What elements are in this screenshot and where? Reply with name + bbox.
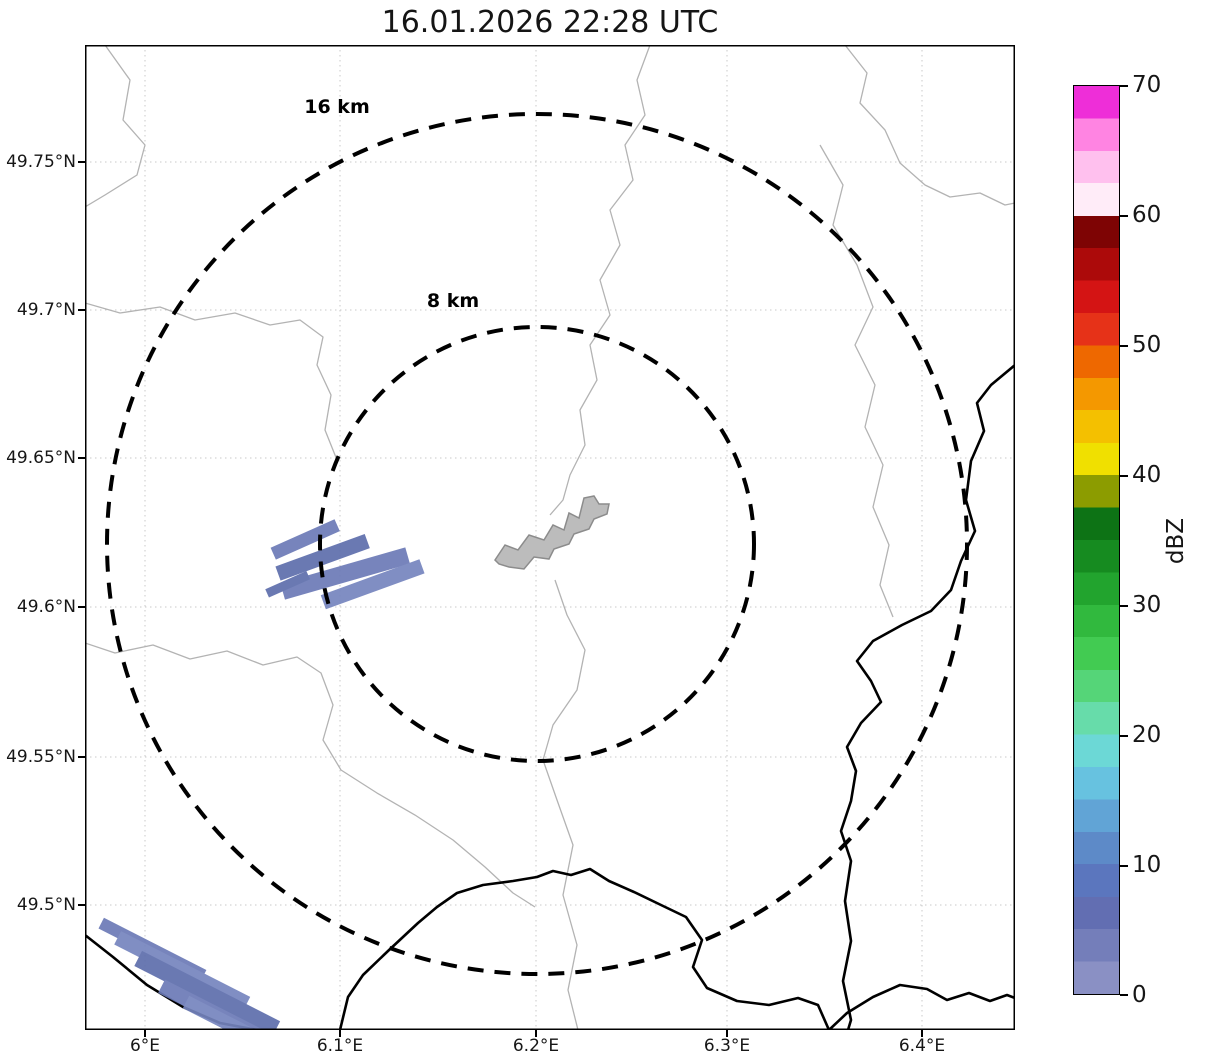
x-tick (535, 1030, 537, 1037)
river (542, 579, 586, 1030)
x-tick (726, 1030, 728, 1037)
y-tick-label: 49.6°N (16, 597, 76, 617)
range-ring-8km-label: 8 km (427, 290, 479, 312)
colorbar-tick-label: 50 (1132, 332, 1162, 358)
y-tick-label: 49.75°N (6, 152, 76, 172)
country-border (839, 364, 1015, 1030)
country-border (828, 983, 1015, 1030)
colorbar-tick (1120, 215, 1128, 217)
colorbar-tick (1120, 735, 1128, 737)
y-tick (78, 457, 85, 459)
colorbar-tick-label: 70 (1132, 72, 1162, 98)
range-ring-16km (105, 112, 969, 976)
country-border (338, 867, 831, 1030)
river (85, 302, 338, 461)
y-tick (78, 756, 85, 758)
colorbar-tick-label: 0 (1132, 982, 1147, 1008)
river (819, 144, 894, 618)
radar-echoes (98, 519, 425, 1030)
colorbar-gradient (1073, 85, 1120, 995)
river-lines (85, 45, 1015, 1030)
colorbar-tick (1120, 605, 1128, 607)
range-ring-8km (318, 325, 756, 763)
colorbar-tick (1120, 865, 1128, 867)
colorbar-tick (1120, 85, 1128, 87)
colorbar-tick-label: 40 (1132, 462, 1162, 488)
colorbar-tick (1120, 345, 1128, 347)
range-ring-16km-label: 16 km (304, 96, 370, 118)
colorbar-tick-label: 60 (1132, 202, 1162, 228)
river (85, 642, 536, 908)
map-svg: 16 km 8 km (85, 45, 1015, 1030)
x-tick-label: 6.1°E (316, 1036, 364, 1056)
colorbar-tick-label: 30 (1132, 592, 1162, 618)
y-tick-label: 49.55°N (6, 747, 76, 767)
river (844, 45, 1015, 206)
colorbar-axis-label: dBZ (1163, 517, 1189, 565)
city-area (494, 495, 610, 570)
y-tick (78, 309, 85, 311)
radar-echo-west (265, 519, 425, 610)
colorbar-tick (1120, 994, 1128, 996)
river (549, 45, 651, 516)
axes-frame (85, 45, 1015, 1030)
y-tick-label: 49.5°N (16, 895, 76, 915)
x-tick-label: 6.4°E (898, 1036, 946, 1056)
x-tick (144, 1030, 146, 1037)
x-tick (921, 1030, 923, 1037)
y-tick-label: 49.7°N (16, 300, 76, 320)
colorbar-tick (1120, 475, 1128, 477)
figure-title: 16.01.2026 22:28 UTC (381, 5, 719, 40)
y-tick (78, 161, 85, 163)
x-tick-label: 6°E (129, 1036, 161, 1056)
x-tick-label: 6.3°E (703, 1036, 751, 1056)
country-borders (85, 364, 1015, 1030)
y-tick-label: 49.65°N (6, 448, 76, 468)
map-plot: 16 km 8 km (85, 45, 1015, 1030)
y-tick (78, 606, 85, 608)
river (85, 45, 146, 208)
y-tick (78, 904, 85, 906)
x-tick (339, 1030, 341, 1037)
colorbar-tick-label: 10 (1132, 852, 1162, 878)
radar-echo-southwest (98, 917, 288, 1030)
x-tick-label: 6.2°E (512, 1036, 560, 1056)
colorbar-tick-label: 20 (1132, 722, 1162, 748)
grid-lines (85, 45, 1015, 1030)
